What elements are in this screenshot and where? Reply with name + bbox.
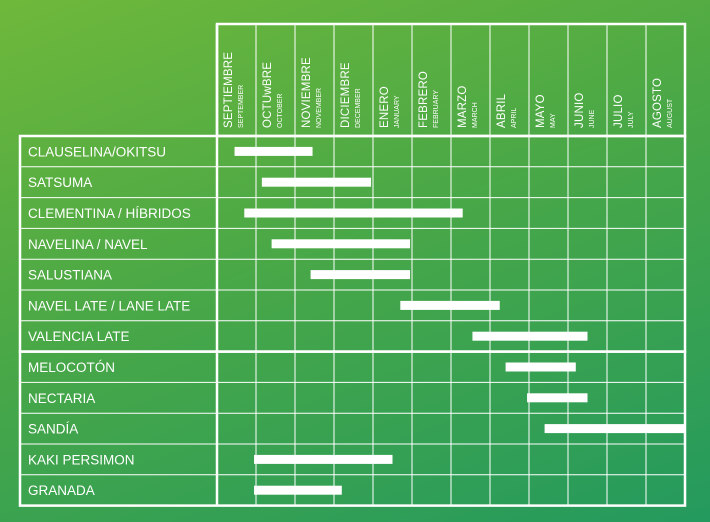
month-name-en: JULY [628,111,635,128]
month-label-12: AGOSTO AUGUST [652,78,674,128]
month-name-en: MAY [550,113,557,128]
season-bar [271,239,411,249]
month-label-5: ENERO JANUARY [379,86,401,128]
season-bar [254,454,393,464]
month-label-11: JULIO JULY [613,94,635,128]
month-name: OCTUwBRE [262,62,274,128]
row-label: NAVEL LATE / LANE LATE [28,298,190,313]
month-label-6: FEBRERO FEBRUARY [418,71,440,128]
month-name: ABRIL [496,93,508,128]
row-label: NECTARIA [28,391,95,406]
month-name-en: APRIL [511,108,518,128]
month-name: JULIO [613,94,625,128]
month-name-en: SEPTEMBER [238,85,245,128]
season-bar [400,300,500,310]
month-name: FEBRERO [418,71,430,128]
month-name-en: JANUARY [394,95,401,128]
month-name-en: NOVEMBER [316,88,323,128]
season-bar [254,485,342,495]
month-label-3: NOVIEMBRE NOVEMBER [301,57,323,128]
month-label-8: ABRIL APRIL [496,93,518,128]
row-label: NAVELINA / NAVEL [28,237,148,252]
month-label-1: SEPTIEMBRE SEPTEMBER [223,52,245,128]
row-label: KAKI PERSIMON [28,452,135,467]
month-name: MARZO [457,85,469,128]
month-name-en: FEBRUARY [433,90,440,128]
month-label-10: JUNIO JUNE [574,93,596,129]
row-label: CLEMENTINA / HÍBRIDOS [28,206,191,221]
month-name: JUNIO [574,93,586,129]
row-label: SANDÍA [28,422,78,437]
row-label: SATSUMA [28,175,92,190]
month-label-7: MARZO MARCH [457,85,479,128]
month-name: DICIEMBRE [340,62,352,128]
season-bar [527,393,588,403]
month-label-9: MAYO MAY [535,94,557,128]
month-name: AGOSTO [652,78,664,128]
month-name-en: AUGUST [667,98,674,128]
row-label: MELOCOTÓN [28,360,115,375]
season-bar [505,362,576,372]
month-name: MAYO [535,94,547,128]
month-name-en: JUNE [589,109,596,128]
season-bar [544,424,685,434]
month-name-en: OCTOBER [277,94,284,129]
season-bar [472,331,588,341]
row-label: GRANADA [28,483,95,498]
season-bar [234,146,313,156]
season-bar [261,177,372,187]
row-label: SALUSTIANA [28,268,112,283]
row-label: CLAUSELINA/OKITSU [28,144,166,159]
row-label: VALENCIA LATE [28,329,130,344]
month-label-4: DICIEMBRE DECEMBER [340,62,362,128]
month-name: NOVIEMBRE [301,57,313,128]
month-name: SEPTIEMBRE [223,52,235,128]
month-name-en: DECEMBER [355,88,362,128]
month-name: ENERO [379,86,391,128]
season-bar [310,270,411,280]
month-label-2: OCTUwBRE OCTOBER [262,62,284,128]
season-bar [244,208,463,218]
month-name-en: MARCH [472,102,479,128]
